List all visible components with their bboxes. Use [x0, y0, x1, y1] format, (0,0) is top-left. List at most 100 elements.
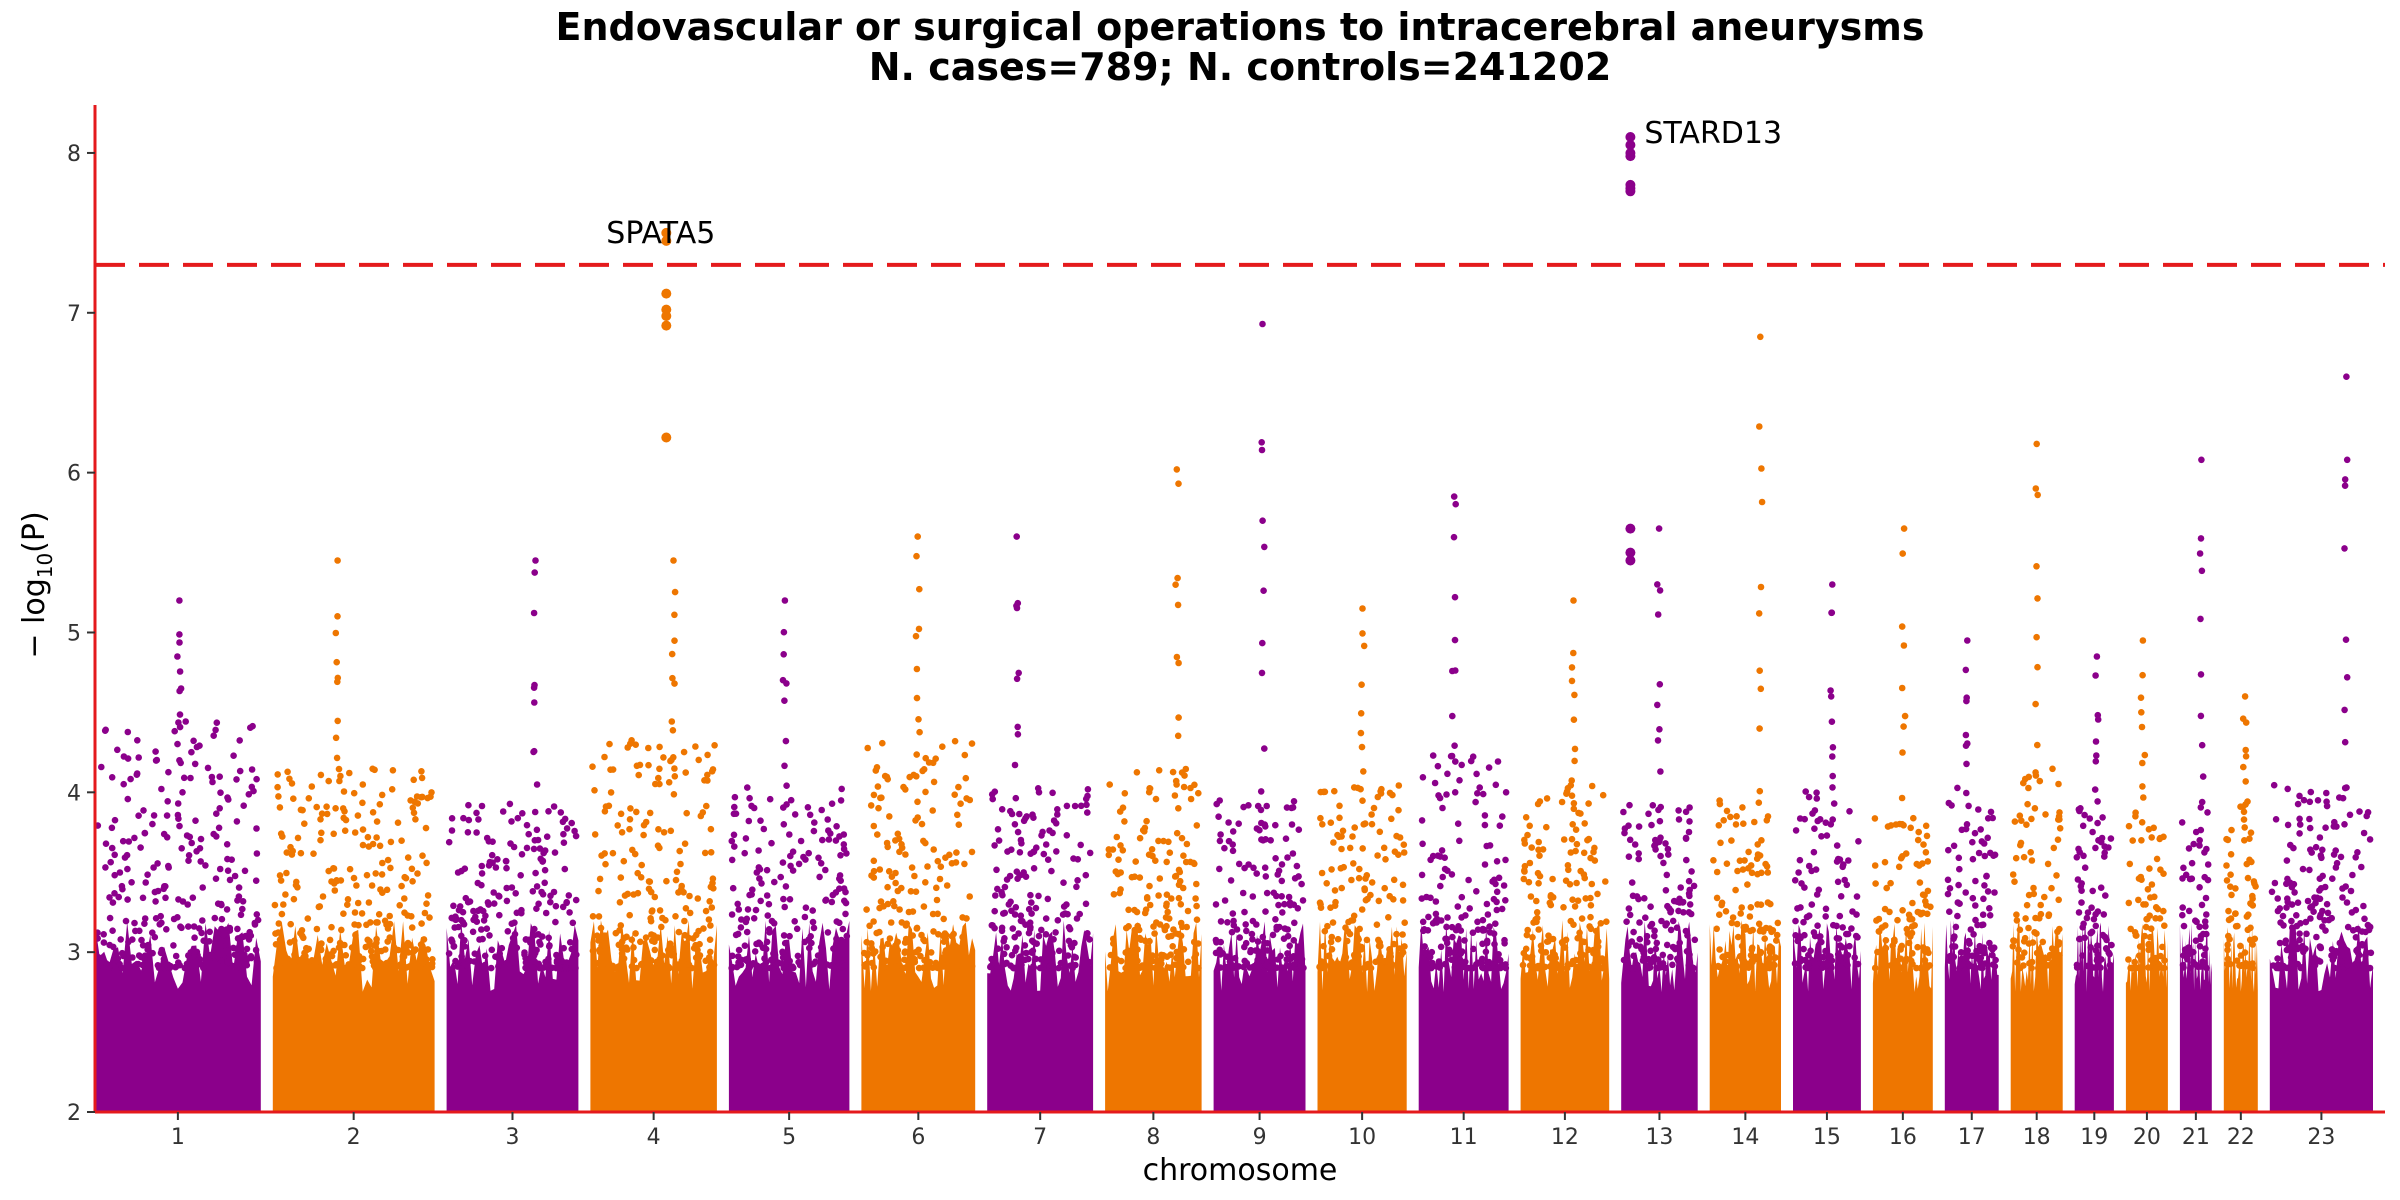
snp-point: [1284, 926, 1291, 933]
snp-point: [1682, 927, 1690, 935]
snp-point: [682, 769, 689, 776]
snp-point: [403, 964, 410, 971]
snp-point: [2182, 951, 2189, 958]
snp-point: [1072, 954, 1079, 961]
snp-point: [843, 850, 850, 857]
snp-point: [876, 928, 883, 936]
snp-point: [1747, 862, 1755, 869]
snp-point: [1174, 601, 1182, 609]
snp-point: [2138, 709, 2145, 716]
snp-point: [1109, 935, 1117, 943]
snp-point: [247, 724, 254, 731]
snp-point: [1946, 885, 1954, 892]
snp-point: [755, 847, 762, 854]
snp-point: [730, 831, 738, 839]
snp-point: [489, 838, 496, 845]
snp-point: [1945, 846, 1952, 854]
chromosome-8-peak-point: [1173, 466, 1181, 473]
chromosome-7-points: [987, 533, 1094, 1112]
snp-point: [695, 927, 702, 935]
snp-point: [764, 912, 772, 919]
snp-point: [1843, 930, 1850, 938]
snp-point: [1654, 737, 1662, 744]
snp-point: [2094, 798, 2101, 805]
snp-point: [176, 639, 183, 646]
snp-point: [706, 936, 714, 943]
snp-point: [387, 838, 395, 846]
snp-point: [523, 821, 531, 829]
snp-point: [359, 826, 367, 833]
snp-point: [2342, 636, 2350, 643]
snp-point: [1032, 955, 1040, 963]
chromosome-13-peak-point: [1655, 525, 1663, 532]
snp-point: [2343, 899, 2351, 906]
snp-point: [927, 949, 935, 956]
snp-point: [1324, 922, 1331, 930]
x-tick-label: 21: [2182, 1125, 2210, 1150]
snp-point: [1395, 806, 1402, 814]
snp-point: [344, 896, 352, 903]
snp-point: [2242, 746, 2249, 754]
snp-point: [2316, 834, 2324, 841]
snp-point: [1976, 942, 1983, 950]
snp-point: [1177, 932, 1185, 940]
snp-point: [350, 789, 358, 797]
snp-point: [108, 774, 116, 781]
snp-point: [2107, 835, 2115, 842]
snp-point: [728, 911, 736, 918]
snp-point: [912, 888, 920, 895]
snp-point: [2179, 911, 2186, 919]
snp-point: [1656, 837, 1663, 844]
snp-point: [503, 864, 510, 872]
y-tick-label: 3: [67, 941, 81, 966]
snp-point: [1628, 938, 1636, 945]
snp-point: [888, 957, 896, 965]
snp-point: [122, 917, 130, 925]
snp-point: [1065, 924, 1073, 931]
snp-point: [1798, 880, 1805, 887]
snp-point: [741, 942, 749, 949]
snp-point: [708, 904, 716, 911]
snp-point: [1434, 762, 1442, 770]
snp-point: [2321, 917, 2328, 924]
snp-point: [138, 936, 145, 944]
snp-point: [828, 898, 836, 906]
snp-point: [2332, 864, 2340, 871]
snp-point: [305, 795, 313, 802]
snp-point: [1579, 951, 1587, 959]
snp-point: [2296, 830, 2303, 837]
snp-point: [1316, 899, 1324, 906]
snp-point: [509, 934, 517, 942]
snp-point: [744, 955, 751, 963]
snp-point: [253, 850, 261, 857]
snp-point: [681, 840, 689, 847]
snp-point: [1279, 909, 1286, 916]
snp-point: [1534, 800, 1542, 808]
snp-point: [2224, 946, 2231, 954]
snp-point: [1106, 964, 1114, 971]
snp-point: [1576, 929, 1583, 937]
snp-point: [2296, 815, 2303, 823]
snp-point: [911, 958, 919, 966]
snp-point: [1481, 861, 1489, 868]
snp-point: [1180, 963, 1187, 971]
snp-point: [2015, 946, 2022, 953]
snp-point: [787, 796, 795, 804]
snp-point: [922, 879, 929, 886]
snp-point: [2011, 878, 2018, 885]
snp-point: [647, 917, 655, 925]
snp-point: [102, 840, 110, 847]
snp-point: [561, 865, 569, 873]
snp-point: [1049, 964, 1056, 971]
snp-point: [1921, 957, 1929, 964]
snp-point: [2147, 894, 2154, 901]
snp-point: [1483, 900, 1491, 908]
snp-point: [656, 844, 663, 852]
snp-point: [531, 681, 538, 689]
snp-point: [1578, 915, 1586, 922]
snp-point: [354, 812, 362, 819]
snp-point: [362, 943, 370, 951]
snp-point: [671, 637, 678, 644]
snp-point: [2197, 826, 2205, 834]
snp-point: [1004, 848, 1011, 855]
